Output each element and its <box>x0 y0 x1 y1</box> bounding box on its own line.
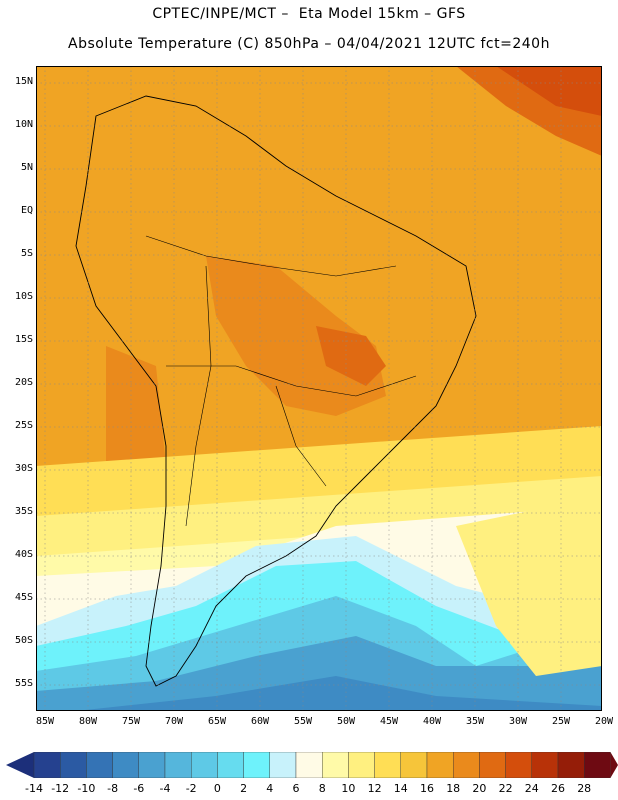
colorbar-swatch <box>505 752 533 778</box>
lat-label: 20S <box>14 377 33 388</box>
lat-label: 25S <box>14 420 33 431</box>
lon-label: 60W <box>250 716 270 727</box>
colorbar-swatch <box>112 752 139 778</box>
temperature-map <box>36 66 602 711</box>
colorbar-tick-label: -12 <box>51 782 70 795</box>
colorbar-swatch <box>374 752 402 778</box>
colorbar-swatch <box>269 752 297 778</box>
lon-label: 80W <box>78 716 98 727</box>
lat-label: 10N <box>14 119 33 130</box>
colorbar-tick-label: 22 <box>498 782 513 795</box>
lat-label: 35S <box>14 506 33 517</box>
colorbar-tick-label: -8 <box>107 782 119 795</box>
colorbar-tick-label: 2 <box>240 782 248 795</box>
lon-label: 65W <box>207 716 227 727</box>
colorbar-swatch <box>86 752 113 778</box>
lon-label: 85W <box>35 716 55 727</box>
title-line-2: Absolute Temperature (C) 850hPa – 04/04/… <box>68 36 550 52</box>
lat-label: 10S <box>14 291 33 302</box>
colorbar-swatch <box>243 752 271 778</box>
colorbar-swatch <box>33 752 61 778</box>
colorbar-tick-label: 8 <box>318 782 326 795</box>
lon-label: 75W <box>121 716 141 727</box>
colorbar-swatch <box>190 752 218 778</box>
lon-label: 45W <box>379 716 399 727</box>
colorbar-swatch <box>164 752 192 778</box>
colorbar-tick-label: 26 <box>551 782 565 795</box>
lat-label: EQ <box>20 205 33 216</box>
lat-label: 45S <box>14 592 33 603</box>
colorbar-swatch <box>584 752 611 778</box>
lat-label: 15N <box>14 76 33 87</box>
lon-label: 40W <box>422 716 442 727</box>
colorbar-tick-label: 4 <box>266 782 274 795</box>
lon-label: 35W <box>465 716 485 727</box>
title-line-1: CPTEC/INPE/MCT – Eta Model 15km – GFS <box>152 6 466 22</box>
lon-label: 20W <box>594 716 614 727</box>
colorbar-tick-label: -10 <box>77 782 96 795</box>
colorbar-tick-label: -6 <box>133 782 145 795</box>
colorbar-tick-label: 10 <box>341 782 356 795</box>
colorbar-tick-label: 20 <box>472 782 487 795</box>
lat-label: 30S <box>14 463 33 474</box>
lat-label: 40S <box>14 549 33 560</box>
colorbar-tick-label: -14 <box>25 782 43 795</box>
colorbar-swatch <box>479 752 506 778</box>
colorbar-swatch <box>138 752 166 778</box>
lon-label: 55W <box>293 716 313 727</box>
lon-label: 25W <box>551 716 571 727</box>
lat-label: 15S <box>14 334 33 345</box>
colorbar-tick-label: 6 <box>292 782 300 795</box>
colorbar-swatch <box>400 752 428 778</box>
colorbar-over-triangle <box>610 752 618 778</box>
colorbar-tick-label: -2 <box>185 782 197 795</box>
lat-label: 50S <box>14 635 33 646</box>
colorbar-tick-label: 0 <box>213 782 221 795</box>
map-border <box>36 66 602 711</box>
colorbar-tick-label: 12 <box>367 782 382 795</box>
south-america-outline <box>75 95 477 687</box>
colorbar-swatch <box>60 752 87 778</box>
colorbar-swatch <box>322 752 349 778</box>
colorbar-tick-label: 14 <box>393 782 408 795</box>
lat-label: 5N <box>20 162 33 173</box>
colorbar-tick-label: 16 <box>420 782 434 795</box>
temperature-field-hot-interior <box>206 256 386 416</box>
colorbar-swatch <box>557 752 585 778</box>
lon-label: 30W <box>508 716 528 727</box>
colorbar-swatch <box>426 752 454 778</box>
colorbar-tick-label: 18 <box>446 782 461 795</box>
lat-label: 5S <box>20 248 33 259</box>
colorbar-tick-label: 24 <box>524 782 539 795</box>
lon-label: 70W <box>164 716 184 727</box>
colorbar-tick-label: -4 <box>159 782 171 795</box>
colorbar-swatch <box>531 752 559 778</box>
colorbar-tick-label: 28 <box>577 782 592 795</box>
colorbar-swatch <box>217 752 244 778</box>
lon-label: 50W <box>336 716 356 727</box>
colorbar-swatch <box>295 752 323 778</box>
colorbar-swatch <box>453 752 480 778</box>
lat-label: 55S <box>14 678 33 689</box>
colorbar-swatch <box>348 752 375 778</box>
colorbar <box>6 752 618 778</box>
colorbar-under-triangle <box>6 752 34 778</box>
